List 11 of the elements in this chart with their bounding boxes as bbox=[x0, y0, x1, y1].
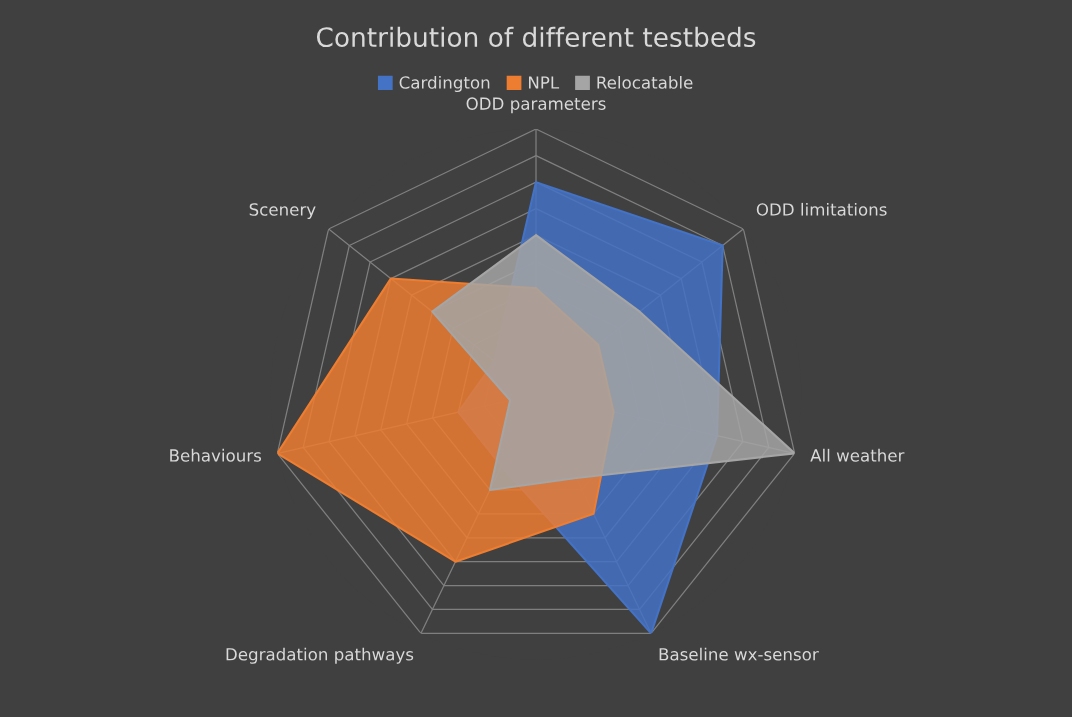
spoke-label: Baseline wx-sensor bbox=[659, 647, 819, 661]
spoke-label: ODD limitations bbox=[756, 202, 887, 216]
chart-title: Contribution of different testbeds bbox=[316, 26, 756, 48]
spoke-label: ODD parameters bbox=[466, 97, 606, 114]
spoke-label: Degradation pathways bbox=[226, 647, 414, 664]
legend-label: NPL bbox=[529, 76, 560, 89]
spoke-label: All weather bbox=[810, 448, 905, 462]
spoke-label: Scenery bbox=[249, 203, 316, 220]
spoke-label: Behaviours bbox=[170, 448, 262, 462]
legend-label: Relocatable bbox=[597, 75, 693, 89]
legend-label: Cardington bbox=[399, 75, 490, 93]
